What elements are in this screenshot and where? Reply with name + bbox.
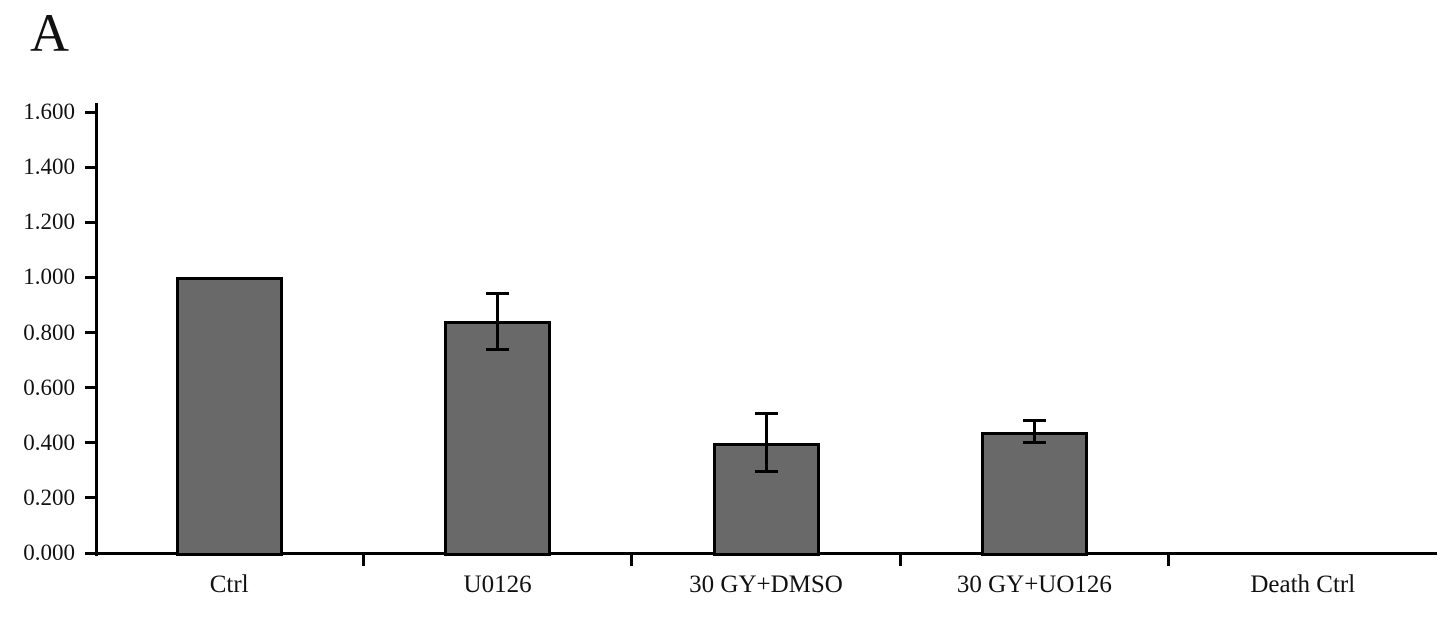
error-bar-cap-top-u0126 bbox=[486, 292, 510, 296]
y-tick-label-0.200: 0.200 bbox=[23, 484, 75, 510]
y-tick-label-0.000: 0.000 bbox=[23, 540, 75, 565]
y-tick-mark-0.600 bbox=[85, 386, 96, 390]
y-tick-mark-0.800 bbox=[85, 331, 96, 334]
error-bar-cap-bottom-30-gy-uo126 bbox=[1022, 441, 1046, 445]
error-bar-cap-top-30-gy-dmso bbox=[754, 412, 778, 416]
y-tick-label-1.600: 1.600 bbox=[23, 99, 75, 124]
y-tick-mark-0.200 bbox=[85, 496, 96, 500]
error-bar-cap-top-30-gy-uo126 bbox=[1022, 419, 1046, 423]
y-tick-mark-1.600 bbox=[85, 110, 96, 114]
x-tick-mark-4 bbox=[1167, 553, 1171, 566]
x-tick-mark-2 bbox=[630, 553, 634, 566]
y-tick-label-0.400: 0.400 bbox=[23, 429, 75, 455]
y-tick-label-1.000: 1.000 bbox=[23, 264, 75, 290]
bar-u0126 bbox=[444, 321, 552, 556]
error-bar-cap-bottom-30-gy-dmso bbox=[754, 470, 778, 474]
error-bar-line-u0126 bbox=[496, 293, 500, 350]
y-tick-mark-1.000 bbox=[85, 275, 96, 279]
x-axis-label-death-ctrl: Death Ctrl bbox=[1250, 571, 1356, 598]
y-tick-label-1.400: 1.400 bbox=[23, 154, 75, 180]
y-tick-mark-0.000 bbox=[85, 551, 96, 555]
x-axis-label-ctrl: Ctrl bbox=[209, 571, 249, 598]
y-tick-mark-1.400 bbox=[85, 165, 96, 169]
x-axis-label-30-gy-uo126: 30 GY+UO126 bbox=[956, 571, 1112, 598]
y-tick-label-1.200: 1.200 bbox=[23, 209, 75, 235]
y-tick-label-0.600: 0.600 bbox=[23, 374, 75, 400]
y-tick-mark-0.400 bbox=[85, 441, 96, 445]
panel-label: A bbox=[30, 3, 69, 63]
x-axis-label-30-gy-dmso: 30 GY+DMSO bbox=[689, 571, 843, 598]
error-bar-line-30-gy-uo126 bbox=[1032, 420, 1036, 443]
y-tick-label-0.800: 0.800 bbox=[23, 319, 75, 345]
y-tick-mark-1.200 bbox=[85, 220, 96, 224]
error-bar-line-30-gy-dmso bbox=[764, 413, 768, 472]
bar-ctrl bbox=[175, 277, 283, 556]
bar-30-gy-uo126 bbox=[980, 431, 1088, 556]
x-axis-label-u0126: U0126 bbox=[463, 571, 532, 598]
x-tick-mark-1 bbox=[361, 553, 365, 566]
y-axis-line bbox=[95, 103, 98, 556]
error-bar-cap-bottom-u0126 bbox=[486, 347, 510, 351]
x-tick-mark-3 bbox=[898, 553, 902, 566]
